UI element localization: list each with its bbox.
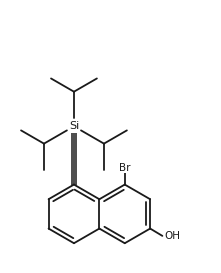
- Text: Si: Si: [69, 121, 79, 131]
- Text: Br: Br: [119, 163, 131, 173]
- Text: OH: OH: [164, 231, 180, 241]
